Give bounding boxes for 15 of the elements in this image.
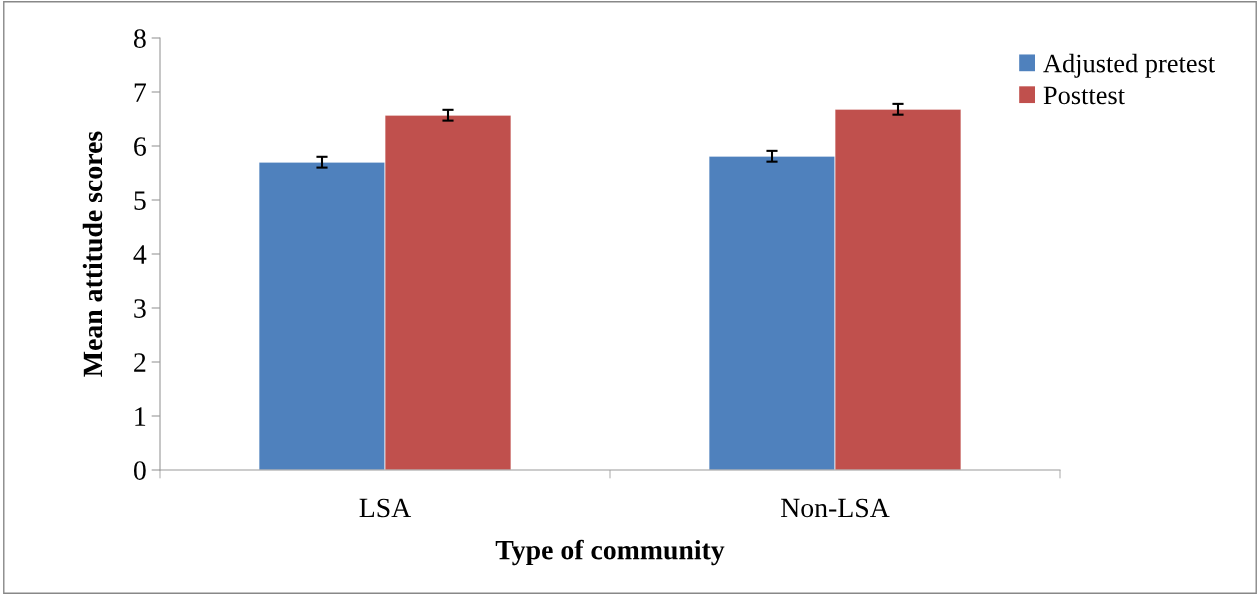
- y-tick-label: 8: [133, 29, 146, 48]
- y-tick-label: 2: [134, 353, 146, 372]
- legend-label: Posttest: [1043, 86, 1125, 105]
- y-tick-label: 1: [135, 407, 146, 426]
- legend-label: Adjusted pretest: [1043, 53, 1216, 78]
- y-tick-label: 6: [134, 137, 146, 156]
- x-axis-title: Type of community: [495, 539, 725, 566]
- y-tick-label: 7: [134, 83, 147, 102]
- y-axis-title: Mean attitude scores: [82, 131, 103, 377]
- y-tick-label: 5: [134, 191, 146, 210]
- y-tick-label: 0: [133, 461, 146, 480]
- y-tick-label: 4: [133, 245, 147, 264]
- x-tick-label: Non-LSA: [781, 498, 890, 518]
- y-tick-label: 3: [134, 299, 146, 318]
- x-tick-label: LSA: [359, 498, 412, 518]
